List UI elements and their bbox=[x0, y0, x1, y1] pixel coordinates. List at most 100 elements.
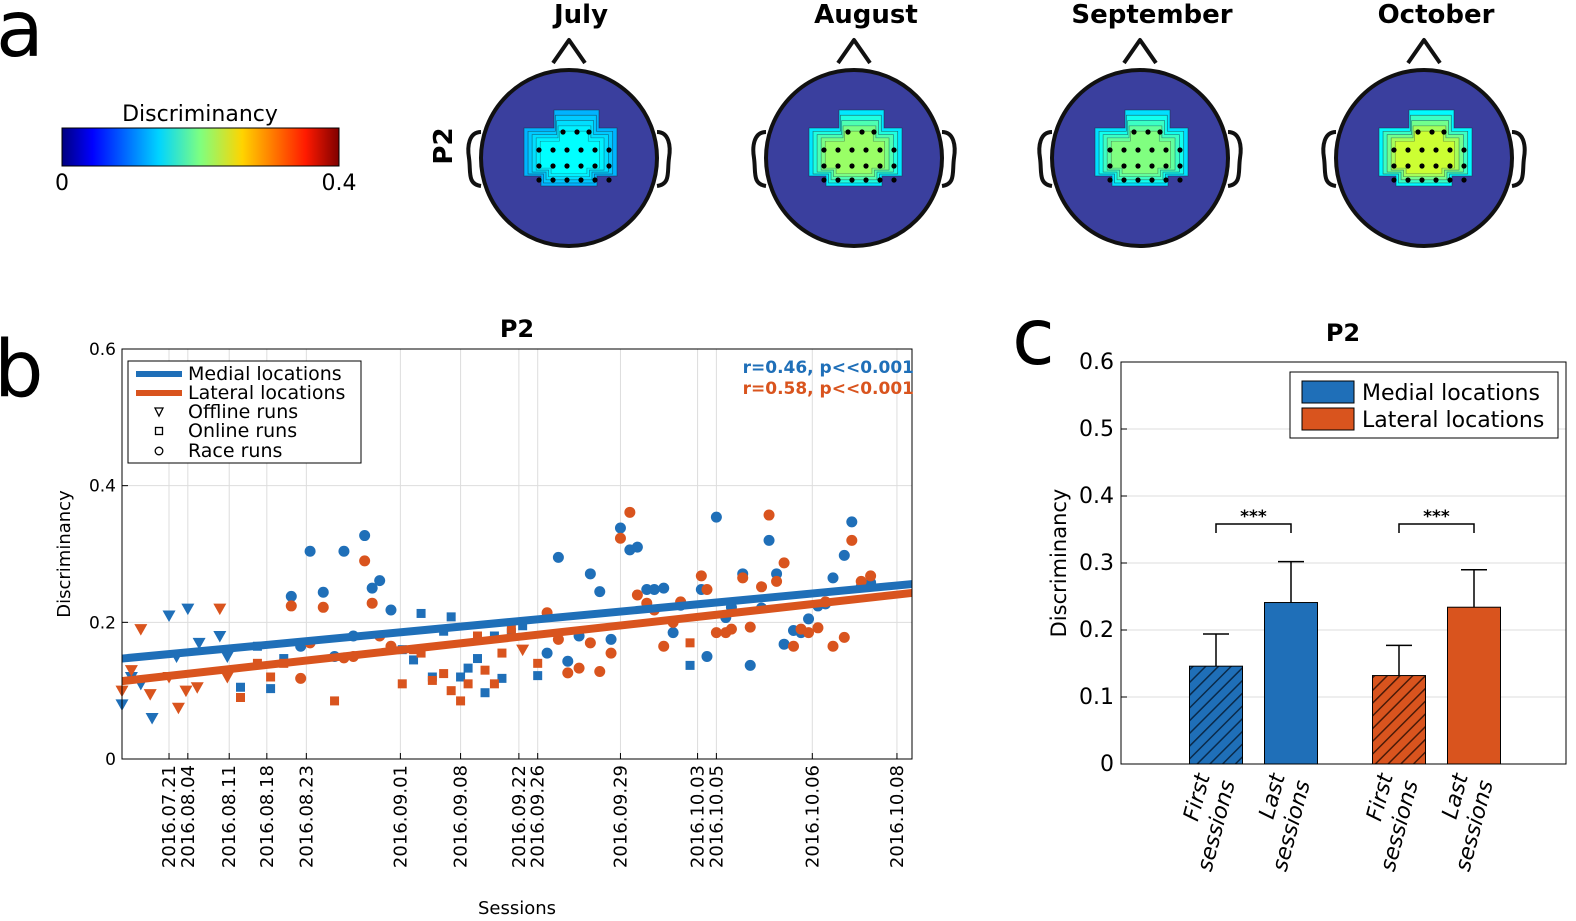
bar-xtick-label: Firstsessions bbox=[1168, 770, 1242, 874]
electrode-dot bbox=[564, 163, 570, 169]
legend-lateral-label: Lateral locations bbox=[188, 382, 345, 404]
point-online-lateral bbox=[497, 648, 507, 658]
point-online-medial bbox=[533, 671, 543, 681]
electrode-dot bbox=[550, 177, 556, 183]
point-online-lateral bbox=[489, 679, 499, 689]
point-online-lateral bbox=[480, 665, 490, 675]
point-race-medial bbox=[710, 511, 722, 523]
point-online-lateral bbox=[506, 624, 516, 634]
point-online-medial bbox=[416, 608, 426, 618]
point-race-lateral bbox=[695, 570, 707, 582]
electrode-dot bbox=[536, 177, 542, 183]
point-offline-lateral bbox=[124, 665, 138, 677]
point-race-lateral bbox=[725, 623, 737, 635]
point-offline-lateral bbox=[190, 682, 204, 694]
topomap-right-ear bbox=[941, 130, 957, 188]
electrode-dot bbox=[877, 177, 883, 183]
point-race-lateral bbox=[855, 575, 867, 587]
significance-bracket bbox=[1215, 523, 1292, 533]
bar-significance: *** *** bbox=[1215, 507, 1475, 533]
electrode-dot bbox=[849, 177, 855, 183]
electrode-dot bbox=[863, 163, 869, 169]
topomap-september: September bbox=[1037, 0, 1243, 248]
electrode-dot bbox=[564, 147, 570, 153]
electrode-dot bbox=[1135, 177, 1141, 183]
bar-xtick-label: Firstsessions bbox=[1351, 770, 1425, 874]
topomap-left-ear bbox=[751, 130, 767, 188]
electrode-dot bbox=[578, 147, 584, 153]
point-online-lateral bbox=[473, 631, 482, 641]
point-online-lateral bbox=[236, 693, 245, 702]
scatter-y-label: Discriminancy bbox=[54, 490, 75, 618]
point-race-medial bbox=[605, 633, 617, 645]
point-race-lateral bbox=[631, 589, 643, 601]
bar-ytick-label: 0.5 bbox=[1079, 417, 1114, 442]
electrode-dot bbox=[849, 163, 855, 169]
point-race-medial bbox=[667, 627, 679, 639]
electrode-dot bbox=[1391, 163, 1397, 169]
significance-stars: *** bbox=[1240, 507, 1267, 527]
scatter-y-ticks: 0 0.2 0.4 0.6 bbox=[89, 340, 128, 770]
electrode-dot bbox=[1461, 147, 1467, 153]
point-race-medial bbox=[374, 575, 386, 587]
electrode-dot bbox=[835, 177, 841, 183]
point-race-lateral bbox=[701, 584, 713, 596]
electrode-dot bbox=[1447, 147, 1453, 153]
scatter-xtick-label: 2016.09.29 bbox=[610, 765, 631, 868]
bar-y-ticks: 0 0.1 0.2 0.3 0.4 0.5 0.6 bbox=[1079, 350, 1127, 777]
bar-medial-1 bbox=[1264, 602, 1318, 765]
electrode-dot bbox=[1447, 177, 1453, 183]
electrode-dot bbox=[1107, 177, 1113, 183]
electrode-dot bbox=[606, 163, 612, 169]
point-online-medial bbox=[473, 654, 482, 664]
point-race-medial bbox=[631, 541, 643, 553]
topomap-contour bbox=[1110, 130, 1171, 174]
fit-line-lateral bbox=[121, 588, 913, 686]
topomap-right-ear bbox=[1511, 130, 1527, 188]
point-race-lateral bbox=[605, 647, 617, 659]
scatter-xtick-label: 2016.08.18 bbox=[257, 765, 278, 868]
point-race-lateral bbox=[366, 597, 378, 609]
electrode-dot bbox=[536, 163, 542, 169]
point-online-lateral bbox=[416, 648, 426, 658]
point-race-medial bbox=[338, 545, 350, 557]
electrode-dot bbox=[1149, 163, 1155, 169]
point-race-medial bbox=[562, 655, 574, 667]
point-race-medial bbox=[648, 584, 660, 596]
point-race-lateral bbox=[838, 631, 850, 643]
electrode-dot bbox=[1433, 177, 1439, 183]
topomap-contour bbox=[539, 130, 600, 174]
point-online-lateral bbox=[439, 669, 449, 679]
topomap-nose bbox=[836, 38, 872, 65]
bar-x-ticks: Firstsessions Lastsessions Firstsessions La… bbox=[1168, 770, 1499, 874]
scatter-xtick-label: 2016.09.08 bbox=[451, 765, 472, 868]
stat-lateral: r=0.58, p<<0.001 bbox=[743, 379, 914, 399]
electrode-dot bbox=[1177, 147, 1183, 153]
legend-race-label: Race runs bbox=[188, 440, 282, 462]
bar-bars bbox=[1189, 560, 1501, 765]
point-online-lateral bbox=[446, 686, 456, 696]
electrode-dot bbox=[578, 177, 584, 183]
electrode-dot bbox=[1391, 177, 1397, 183]
electrode-dot bbox=[536, 147, 542, 153]
point-race-lateral bbox=[317, 601, 329, 613]
point-online-lateral bbox=[330, 696, 340, 706]
bar-ytick-label: 0.2 bbox=[1079, 618, 1114, 643]
electrode-dot bbox=[1163, 147, 1169, 153]
point-race-lateral bbox=[771, 575, 783, 587]
point-race-medial bbox=[541, 647, 553, 659]
electrode-dot bbox=[1433, 147, 1439, 153]
point-offline-medial bbox=[192, 637, 206, 650]
electrode-dot bbox=[1441, 129, 1447, 135]
electrode-dot bbox=[891, 177, 897, 183]
electrode-dot bbox=[1391, 147, 1397, 153]
electrode-dot bbox=[592, 163, 598, 169]
colorbar-label: Discriminancy bbox=[122, 102, 278, 127]
point-online-medial bbox=[480, 688, 490, 698]
electrode-dot bbox=[877, 163, 883, 169]
point-race-medial bbox=[614, 522, 626, 534]
electrode-dot bbox=[1419, 163, 1425, 169]
point-race-lateral bbox=[359, 555, 371, 567]
point-race-medial bbox=[778, 638, 790, 650]
scatter-xtick-label: 2016.10.05 bbox=[706, 765, 727, 868]
